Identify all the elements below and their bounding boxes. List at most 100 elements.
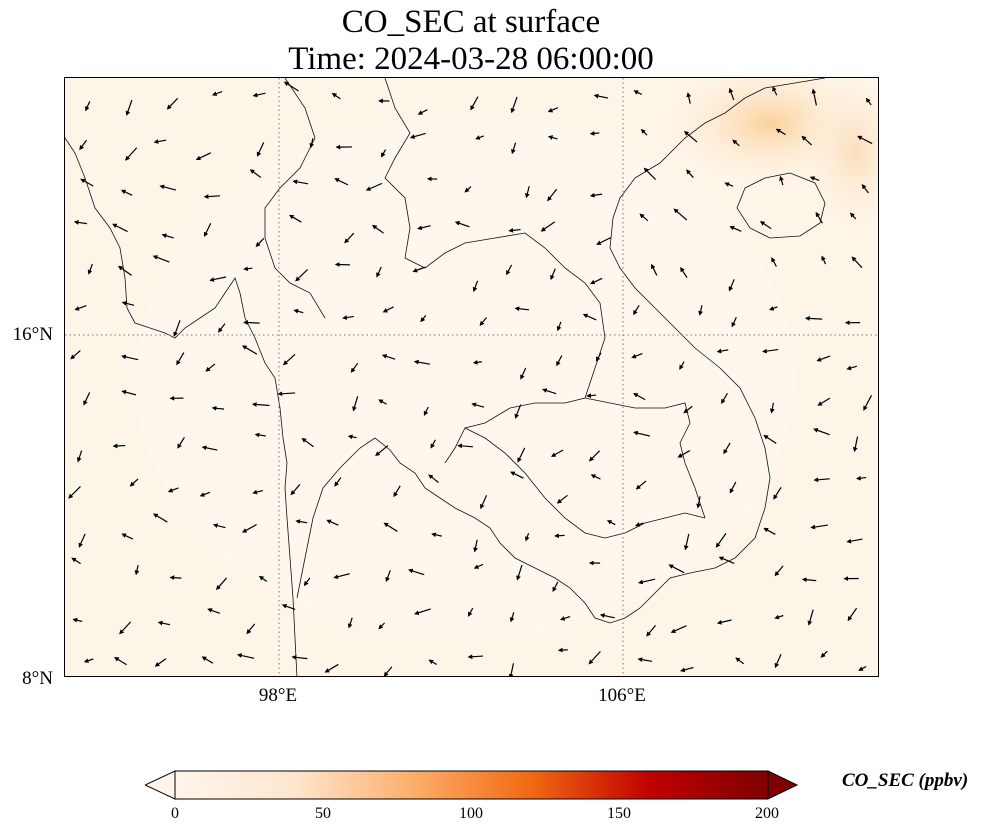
wind-arrow [863,395,873,411]
wind-arrow [718,556,735,564]
wind-arrow [633,430,650,437]
wind-arrow [381,354,396,360]
wind-arrow [683,533,690,551]
wind-arrow [195,152,212,161]
wind-arrow [334,477,342,487]
wind-arrow [430,439,436,449]
wind-arrow [176,352,185,366]
wind-arrow [556,355,563,367]
wind-arrow [821,255,827,265]
wind-arrow [467,607,474,617]
wind-arrow [87,263,93,275]
map-canvas [65,78,878,676]
wind-arrow [865,97,872,106]
wind-arrow [134,564,140,576]
wind-arrow [633,90,642,96]
wind-arrow [454,221,470,228]
wind-arrow [516,564,523,581]
wind-arrow [249,169,262,178]
wind-arrow [326,519,339,526]
wind-arrow [173,320,181,337]
wind-arrow [161,233,174,239]
wind-arrow [375,445,389,457]
wind-arrow [408,568,425,576]
colorbar-gradient [174,770,769,800]
wind-arrow [371,224,384,234]
wind-arrow [595,352,602,362]
wind-arrow [428,474,439,483]
wind-arrow [638,578,656,585]
wind-arrow [153,139,167,144]
title-time: Time: 2024-03-28 06:00:00 [288,40,654,77]
wind-arrow [811,88,817,106]
wind-arrow [167,487,179,493]
wind-arrow [331,92,341,100]
wind-arrow [207,608,220,614]
wind-arrow [121,301,135,306]
wind-arrow [696,496,701,509]
wind-arrow [547,135,558,140]
wind-arrow [771,257,777,267]
wind-arrow [303,577,311,587]
wind-arrow [254,432,266,438]
wind-arrow [715,533,727,548]
wind-arrow [599,613,615,619]
wind-arrow [309,138,315,149]
wind-arrow [511,142,517,155]
wind-arrow [125,99,133,116]
wind-arrow [414,608,431,616]
wind-arrow [125,147,138,161]
wind-arrow [383,666,393,676]
wind-arrow [514,404,522,419]
wind-arrow [72,617,83,623]
wind-arrow [643,167,657,180]
wind-arrow [815,211,823,224]
wind-arrow [807,609,814,626]
wind-arrow [385,570,391,583]
wind-arrow [212,523,226,529]
wind-arrow [473,563,484,569]
wind-arrow [633,305,640,316]
wind-arrow [680,266,688,278]
wind-arrow [344,232,355,244]
wind-arrow [683,405,693,414]
wind-arrow [83,658,94,663]
wind-arrow [596,236,612,245]
wind-arrow [471,402,485,408]
wind-arrow [209,276,227,282]
wind-arrow [129,478,139,487]
wind-arrow [380,149,387,158]
lon-label-106e: 106°E [598,685,646,706]
wind-arrow [85,100,91,112]
wind-arrow [114,656,127,666]
wind-arrow [759,221,772,230]
wind-arrow [159,184,177,191]
wind-arrow [412,266,426,273]
wind-arrow [177,437,185,449]
wind-arrow [378,399,387,405]
wind-arrow [243,320,260,325]
wind-arrow [68,485,81,499]
wind-arrow [423,406,429,416]
wind-arrow [350,362,359,373]
wind-arrow [769,306,778,311]
wind-arrow [201,656,214,664]
wind-arrow [723,442,731,455]
wind-arrow [724,182,734,187]
wind-arrow [732,139,740,147]
wind-arrow [252,489,264,495]
wind-arrow [509,612,515,623]
wind-arrow [552,581,559,592]
wind-arrow [241,523,257,533]
colorbar-tick-100: 100 [459,805,483,822]
wind-arrow [559,615,571,621]
wind-arrow [606,520,616,526]
wind-arrow [510,96,518,114]
wind-arrow [121,389,137,396]
wind-arrow [851,256,863,269]
wind-arrow [246,623,256,635]
wind-arrow [809,176,820,182]
wind-arrow [763,527,776,535]
wind-arrow [255,237,265,248]
wind-arrow [668,564,685,574]
